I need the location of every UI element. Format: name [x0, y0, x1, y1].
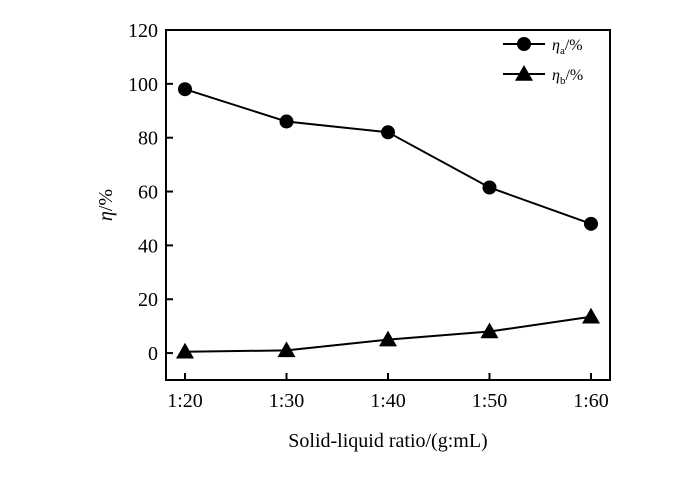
- legend-label: ηb/%: [552, 67, 583, 87]
- triangle-point: [480, 322, 499, 339]
- legend: ηa/% ηb/%: [503, 37, 583, 87]
- y-tick-label: 20: [138, 289, 158, 311]
- y-tick-label: 60: [138, 182, 158, 204]
- x-tick-label: 1:40: [370, 390, 406, 412]
- y-tick-label: 100: [128, 74, 158, 96]
- series-b: [176, 307, 600, 359]
- x-tick-label: 1:50: [472, 390, 508, 412]
- triangle-point: [582, 307, 600, 324]
- legend-circle-marker: [517, 37, 531, 51]
- y-tick-label: 0: [148, 343, 158, 365]
- y-axis-title: η/%: [95, 189, 117, 221]
- series-a: [178, 82, 598, 231]
- circle-point: [279, 114, 294, 129]
- triangle-point: [176, 342, 194, 359]
- triangle-point: [277, 341, 296, 358]
- circle-point: [178, 82, 192, 97]
- y-tick-label: 120: [128, 20, 158, 42]
- x-axis-title: Solid-liquid ratio/(g:mL): [288, 430, 487, 452]
- x-tick-label: 1:60: [573, 390, 609, 412]
- circle-point: [482, 180, 497, 195]
- series-line: [184, 88, 592, 225]
- y-tick-label: 40: [138, 235, 158, 257]
- y-tick-label: 80: [138, 128, 158, 150]
- circle-point: [584, 216, 598, 231]
- legend-label: ηa/%: [552, 37, 583, 57]
- x-tick-label: 1:30: [269, 390, 305, 412]
- circle-point: [381, 125, 395, 140]
- triangle-point: [379, 330, 397, 347]
- legend-triangle-marker: [515, 65, 533, 81]
- legend-item: ηa/%: [503, 37, 583, 57]
- plot-area-frame: [165, 29, 611, 381]
- legend-item: ηb/%: [503, 65, 583, 87]
- x-tick-label: 1:20: [167, 390, 203, 412]
